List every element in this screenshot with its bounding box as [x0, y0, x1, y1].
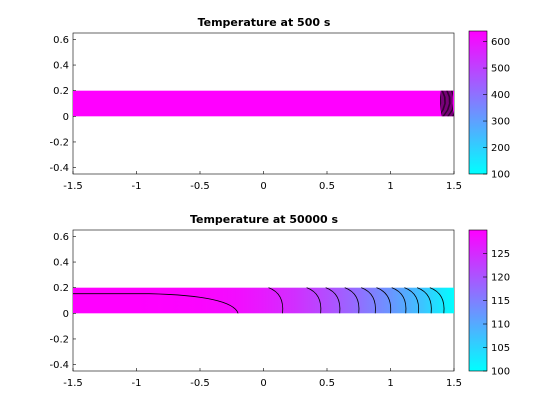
- chart-2-colorbar-ticks: 100 105 110 115 120 125: [483, 249, 510, 378]
- y-tick-label: 0.2: [53, 283, 69, 294]
- contour-line: [440, 90, 443, 117]
- chart-2-y-ticks: -0.4 -0.2 0 0.2 0.4 0.6: [49, 232, 76, 371]
- x-tick-label: 0.5: [319, 378, 335, 389]
- contour-line: [442, 90, 446, 117]
- y-tick-label: -0.4: [49, 163, 69, 174]
- y-tick-label: 0.4: [53, 61, 69, 72]
- contour-line: [404, 287, 420, 314]
- colorbar-tick-label: 100: [491, 170, 510, 181]
- contour-line: [443, 90, 447, 117]
- x-tick-label: 1.5: [446, 181, 462, 192]
- colorbar-tick-label: 300: [491, 117, 510, 128]
- y-tick-label: -0.2: [49, 334, 69, 345]
- x-tick-label: -1.5: [63, 181, 83, 192]
- chart-1-title: Temperature at 500 s: [198, 16, 331, 29]
- contour-line: [451, 90, 455, 117]
- chart-2-x-ticks: -1.5 -1 -0.5 0 0.5 1 1.5: [63, 368, 462, 389]
- temperature-field: [73, 90, 454, 117]
- x-tick-label: -1: [132, 181, 142, 192]
- y-tick-label: 0.6: [53, 35, 69, 46]
- x-tick-label: -0.5: [190, 378, 210, 389]
- colorbar-tick-label: 100: [491, 367, 510, 378]
- contour-line: [448, 90, 452, 117]
- y-tick-label: 0: [63, 112, 69, 123]
- x-tick-label: -1: [132, 378, 142, 389]
- colorbar-tick-label: 120: [491, 273, 510, 284]
- x-tick-label: 0: [260, 378, 266, 389]
- contour-line: [450, 90, 453, 117]
- y-tick-label: -0.2: [49, 137, 69, 148]
- chart-2: Temperature at 50000 s -1.5 -1 -0.5 0 0.5 1 1.…: [49, 213, 510, 389]
- chart-2-title: Temperature at 50000 s: [190, 213, 339, 226]
- colorbar-tick-label: 125: [491, 249, 510, 260]
- chart-1-colorbar-ticks: 100 200 300 400 500 600: [483, 37, 510, 181]
- x-tick-label: 0: [260, 181, 266, 192]
- colorbar-tick-label: 115: [491, 296, 510, 307]
- contour-line: [268, 287, 284, 314]
- contour-line: [447, 90, 451, 117]
- x-tick-label: 1: [387, 181, 393, 192]
- contour-line: [325, 287, 341, 314]
- contour-line: [446, 90, 450, 117]
- colorbar-tick-label: 105: [491, 343, 510, 354]
- contour-line: [391, 287, 407, 314]
- colorbar-tick-label: 500: [491, 64, 510, 75]
- x-tick-label: -0.5: [190, 181, 210, 192]
- colorbar-tick-label: 600: [491, 37, 510, 48]
- contour-line: [344, 287, 360, 314]
- x-tick-label: 1.5: [446, 378, 462, 389]
- contour-line: [306, 287, 322, 314]
- contour-line: [361, 287, 376, 314]
- colorbar-tick-label: 400: [491, 90, 510, 101]
- contour-line: [429, 287, 445, 314]
- y-tick-label: -0.4: [49, 360, 69, 371]
- contour-line: [376, 287, 392, 314]
- y-tick-label: 0.4: [53, 258, 69, 269]
- colorbar-tick-label: 200: [491, 143, 510, 154]
- contour-line: [441, 90, 444, 117]
- chart-1: Temperature at 500 s -1.5 -1 -0.5 0 0.5 1 1.5 …: [49, 16, 510, 192]
- chart-1-domain: [73, 90, 455, 117]
- y-tick-label: 0.2: [53, 86, 69, 97]
- y-tick-label: 0.6: [53, 232, 69, 243]
- chart-1-colorbar: [468, 30, 488, 175]
- colorbar-tick-label: 110: [491, 320, 510, 331]
- chart-1-x-ticks: -1.5 -1 -0.5 0 0.5 1 1.5: [63, 171, 462, 192]
- y-tick-label: 0: [63, 309, 69, 320]
- x-tick-label: 1: [387, 378, 393, 389]
- x-tick-label: 0.5: [319, 181, 335, 192]
- chart-2-domain: [73, 287, 454, 314]
- chart-1-y-ticks: -0.4 -0.2 0 0.2 0.4 0.6: [49, 35, 76, 174]
- contour-line: [445, 90, 448, 117]
- contour-line: [416, 287, 432, 314]
- temperature-field: [73, 287, 454, 314]
- contour-line: [73, 293, 239, 314]
- x-tick-label: -1.5: [63, 378, 83, 389]
